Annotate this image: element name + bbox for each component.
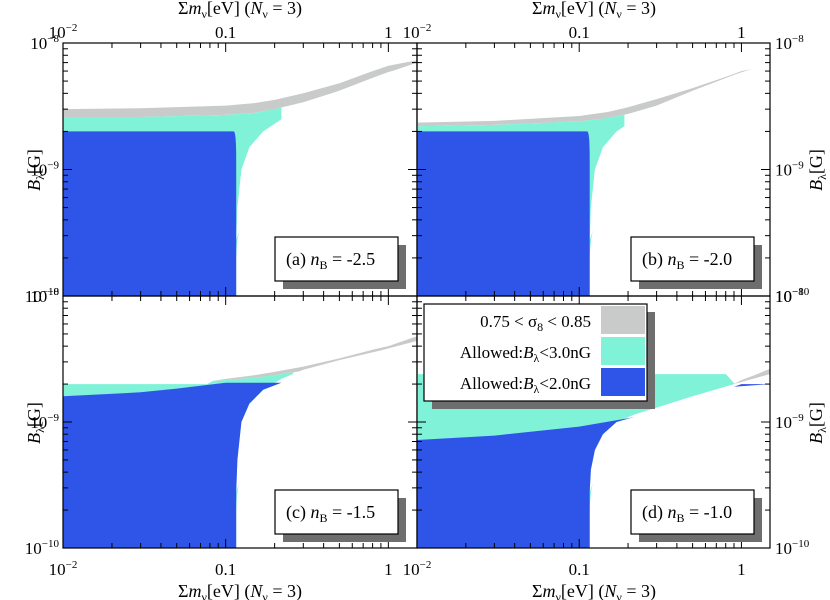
panel-label: (c) nB = -1.5: [286, 502, 375, 525]
panel-a: (a) nB = -2.5: [62, 42, 418, 297]
panel-b: (b) nB = -2.0: [416, 42, 771, 297]
label-box: [274, 236, 399, 282]
bottom-right-x-tick-label: 10−2: [403, 559, 432, 579]
left-upper-y-tick-label: 10−8: [30, 33, 59, 53]
label-box: [274, 489, 399, 535]
bottom-right-x-tick-label: 0.1: [569, 560, 590, 579]
left-lower-y-axis-title: Bλ[G]: [24, 402, 47, 444]
sigma8-band: [63, 60, 417, 117]
right-upper-y-tick-label: 10−9: [775, 160, 804, 180]
top-left-x-tick-label: 10−2: [49, 22, 78, 42]
top-right-x-tick-label: 0.1: [569, 23, 590, 42]
bottom-right-x-tick-label: 1: [737, 560, 746, 579]
top-right-x-tick-label: 10−2: [403, 22, 432, 42]
panel-label: (b) nB = -2.0: [642, 249, 732, 272]
right-lower-y-tick-label: 10−8: [775, 286, 804, 306]
top-left-x-tick-label: 0.1: [215, 23, 236, 42]
allowed-2nG-region: [417, 384, 770, 548]
bottom-right-x-axis-title: Σmν[eV] (Nν = 3): [532, 581, 656, 600]
panel-label: (d) nB = -1.0: [642, 502, 732, 525]
right-lower-y-tick-label: 10−9: [775, 412, 804, 432]
sigma8-band: [734, 368, 770, 385]
bottom-left-x-axis-title: Σmν[eV] (Nν = 3): [178, 581, 302, 600]
top-left-x-tick-label: 1: [384, 23, 393, 42]
allowed-2nG-region: [417, 131, 590, 296]
right-upper-y-tick-label: 10−10: [775, 286, 810, 306]
label-box: [630, 236, 755, 282]
legend-swatch-sigma8_band: [601, 306, 645, 334]
legend: 0.75 < σ8 < 0.85 Allowed:Bλ<3.0nG Allowed:…: [423, 303, 655, 409]
bottom-left-x-tick-label: 10−2: [49, 559, 78, 579]
top-left-x-axis-title: Σmν[eV] (Nν = 3): [178, 0, 302, 21]
bottom-left-x-tick-label: 1: [384, 560, 393, 579]
panel-c: (c) nB = -1.5: [62, 295, 418, 549]
left-lower-y-tick-label: 10−10: [25, 538, 60, 558]
legend-label-allowed_2nG: Allowed:Bλ<2.0nG: [460, 374, 591, 396]
legend-swatch-allowed_3nG: [601, 337, 645, 365]
plot-area: [63, 60, 417, 296]
top-right-x-tick-label: 1: [737, 23, 746, 42]
left-upper-y-tick-label: 10−10: [25, 286, 60, 306]
top-right-x-axis-title: Σmν[eV] (Nν = 3): [532, 0, 656, 21]
left-upper-y-axis-title: Bλ[G]: [24, 149, 47, 191]
legend-swatch-allowed_2nG: [601, 368, 645, 396]
left-lower-y-tick-label: 10−9: [30, 412, 59, 432]
right-lower-y-tick-label: 10−10: [775, 538, 810, 558]
panel-label: (a) nB = -2.5: [286, 249, 375, 272]
label-box: [630, 489, 755, 535]
right-lower-y-axis-title: Bλ[G]: [806, 402, 829, 444]
right-upper-y-axis-title: Bλ[G]: [806, 149, 829, 191]
allowed-2nG-region: [63, 131, 237, 296]
left-upper-y-tick-label: 10−9: [30, 160, 59, 180]
allowed-2nG-region: [63, 382, 294, 548]
right-upper-y-tick-label: 10−8: [775, 33, 804, 53]
bottom-left-x-tick-label: 0.1: [215, 560, 236, 579]
panel-d: (d) nB = -1.0: [416, 295, 771, 549]
legend-label-allowed_3nG: Allowed:Bλ<3.0nG: [460, 343, 591, 365]
left-lower-y-tick-label: 10−8: [30, 286, 59, 306]
legend-label-sigma8_band: 0.75 < σ8 < 0.85: [480, 312, 591, 334]
